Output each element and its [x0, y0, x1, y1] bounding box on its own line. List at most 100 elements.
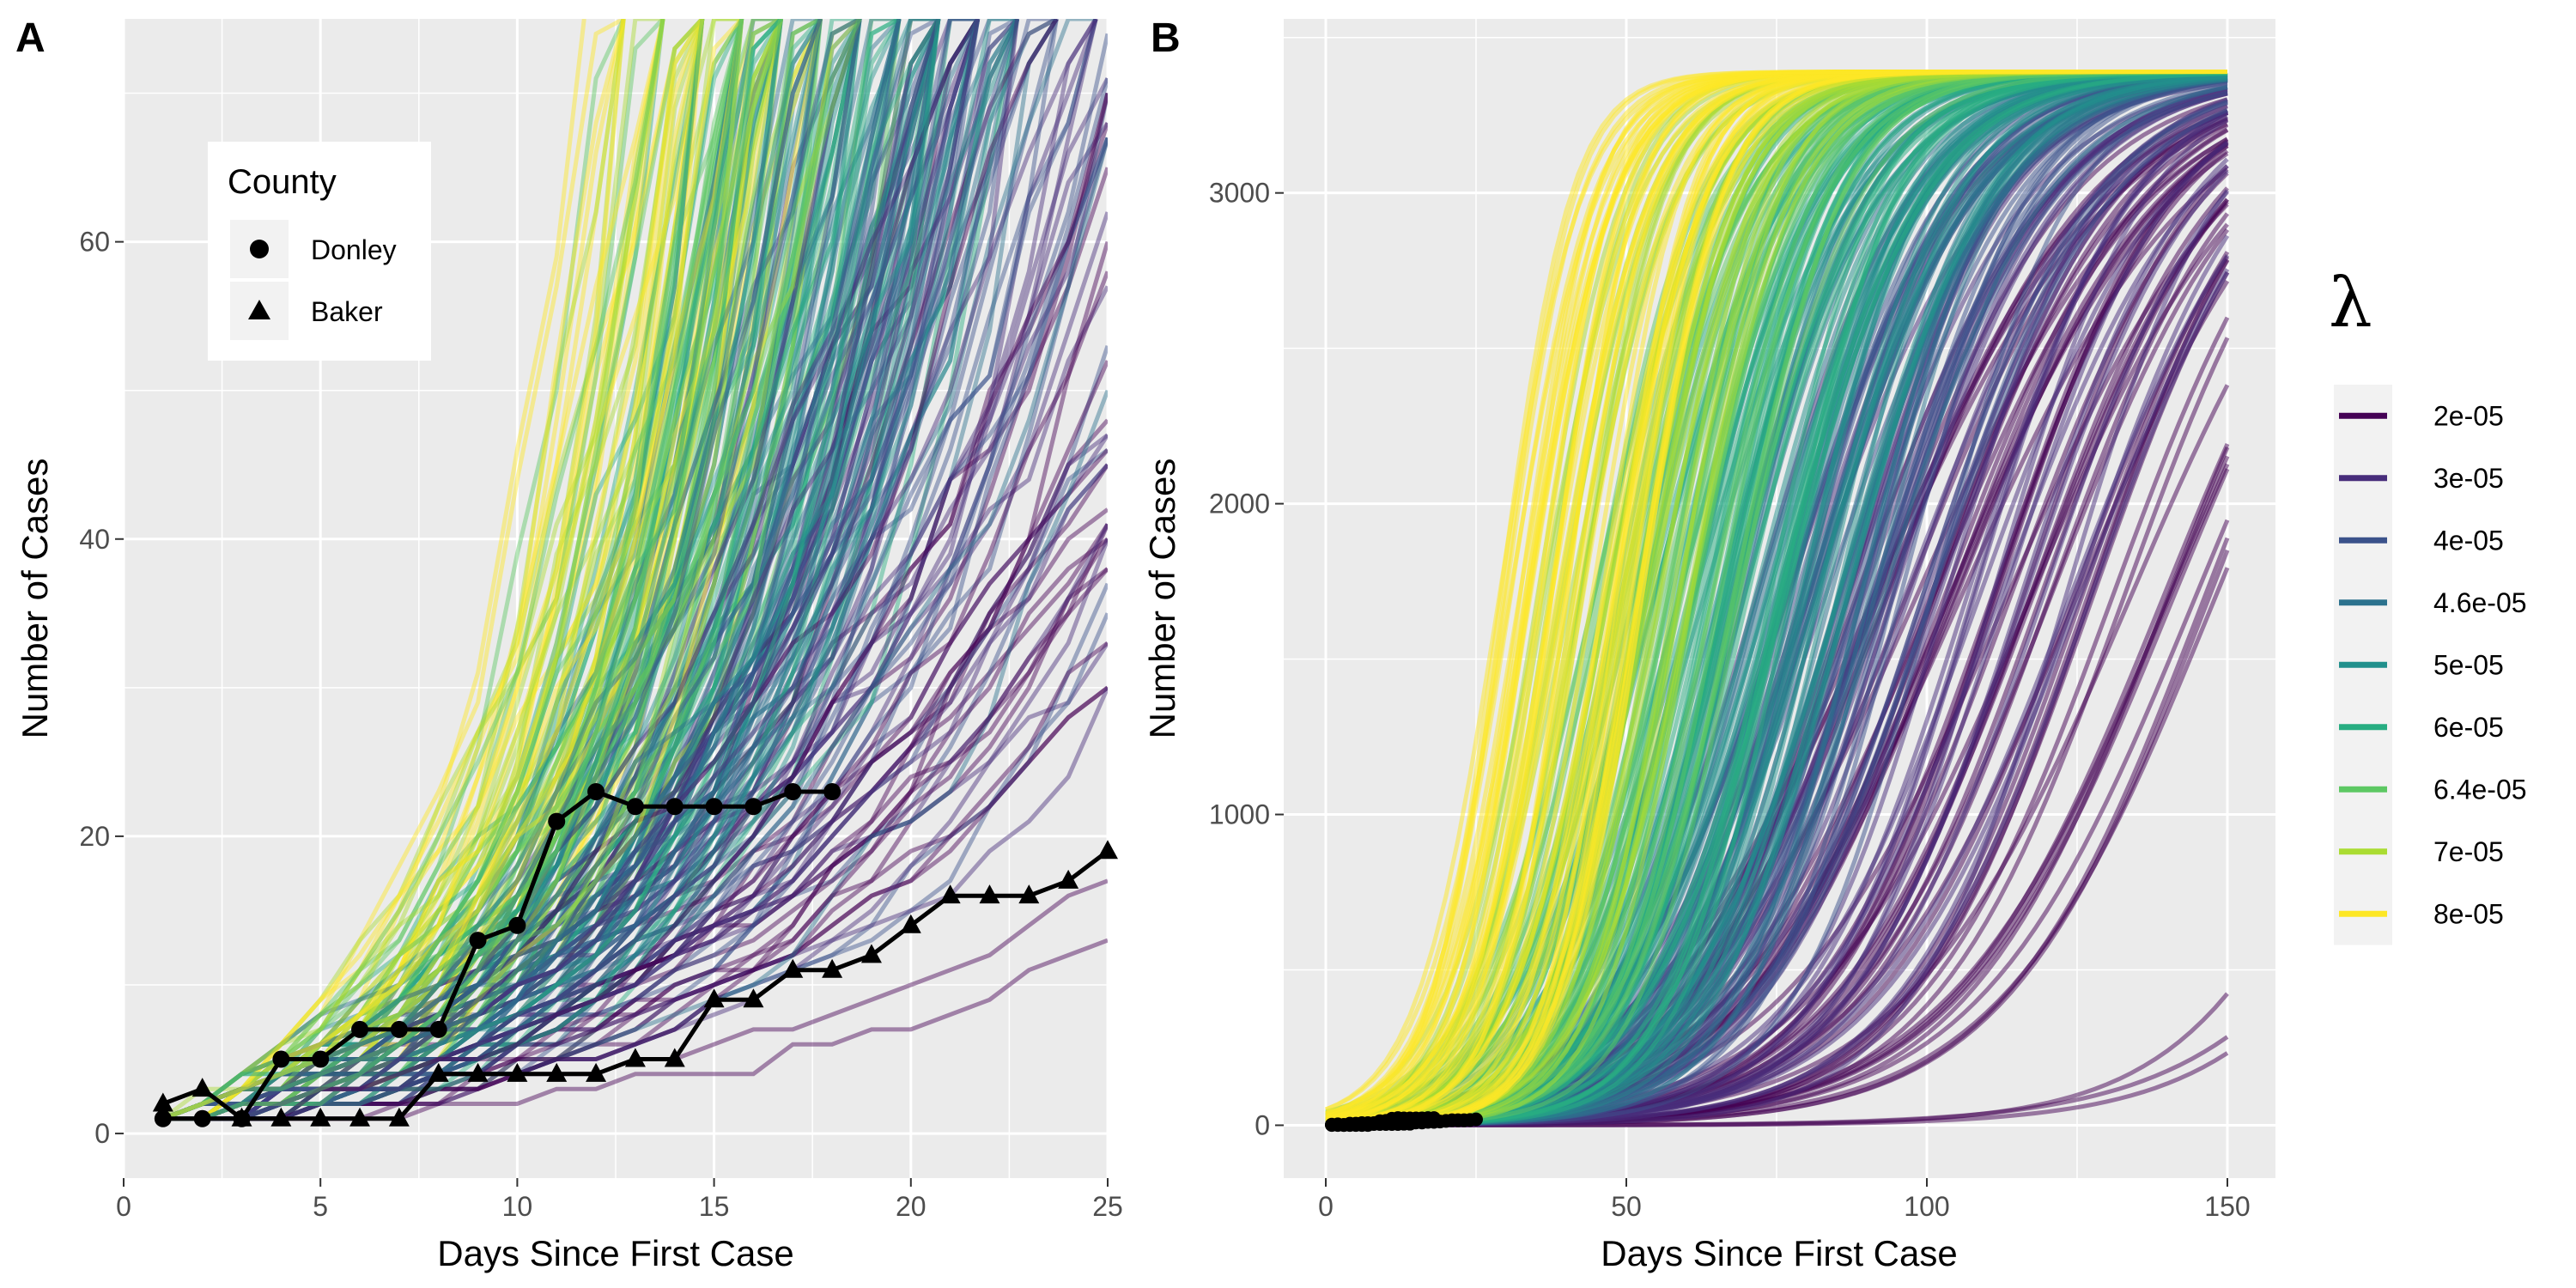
- panel-a-simulation-line: [162, 19, 902, 1121]
- donley-point: [705, 798, 723, 816]
- panel-a-simulation-line: [162, 19, 980, 1121]
- panel-a-simulation-line: [162, 19, 980, 1121]
- panel-a-simulation-line: [161, 19, 978, 1121]
- panel-a-simulation-line: [162, 19, 1098, 1121]
- panel-a-simulation-line: [161, 137, 1108, 1121]
- panel-a-simulation-line: [162, 463, 1108, 1121]
- county-legend-title: County: [228, 163, 337, 201]
- panel-a-simulation-line: [161, 19, 626, 1121]
- panel-a-simulation-line: [162, 447, 1108, 1121]
- panel-a-simulation-line: [162, 19, 822, 1121]
- panel-a-simulation-line: [162, 19, 705, 1121]
- panel-a-simulation-line: [162, 19, 781, 1121]
- panel-a-simulation-line: [162, 19, 862, 1121]
- panel-a-simulation-line: [162, 19, 902, 1121]
- panel-a-simulation-line: [162, 19, 665, 1121]
- baker-point: [231, 1107, 252, 1127]
- panel-a-simulation-line: [161, 19, 1058, 1121]
- panel-a-simulation-line: [162, 612, 1108, 1121]
- panel-a-simulation-line: [162, 19, 823, 1121]
- panel-a-simulation-line: [161, 240, 1108, 1121]
- panel-a-simulation-line: [161, 19, 704, 1121]
- panel-b-y-tick-label: 3000: [1209, 178, 1270, 209]
- panel-a-simulation-line: [162, 19, 783, 1121]
- panel-a-simulation-line: [162, 19, 902, 1121]
- panel-a-simulation-line: [162, 19, 783, 1121]
- panel-a-simulation-line: [162, 19, 862, 1121]
- baker-point: [900, 914, 921, 933]
- panel-a-simulation-line: [162, 19, 941, 1121]
- panel-a-simulation-line: [162, 434, 1108, 1121]
- panel-a-simulation-line: [161, 92, 1108, 1121]
- panel-a-simulation-line: [162, 19, 665, 1121]
- lambda-legend-label: 4e-05: [2433, 525, 2504, 556]
- legend-circle-icon: [250, 240, 269, 258]
- panel-a-simulation-line: [162, 137, 1108, 1121]
- panel-a-simulation-line: [161, 19, 742, 1121]
- panel-a-x-tick-label: 20: [896, 1191, 927, 1222]
- panel-a-simulation-line: [162, 19, 822, 1121]
- panel-a-simulation-line: [162, 19, 781, 1121]
- panel-a-simulation-line: [162, 19, 941, 1121]
- panel-b-y-tick-label: 2000: [1209, 489, 1270, 519]
- panel-a-simulation-line: [162, 19, 823, 1121]
- panel-a-simulation-line: [161, 19, 783, 1121]
- panel-a-simulation-line: [161, 19, 981, 1121]
- panel-a-simulation-line: [162, 19, 939, 1121]
- donley-point: [665, 798, 683, 816]
- baker-point: [546, 1062, 568, 1082]
- panel-a-simulation-line: [162, 19, 902, 1121]
- panel-b-x-tick-label: 150: [2204, 1191, 2250, 1222]
- panel-a-simulation-line: [162, 19, 783, 1121]
- panel-a-simulation-line: [162, 538, 1108, 1121]
- panel-a-simulation-line: [162, 19, 981, 1121]
- legend-label-donley: Donley: [311, 234, 397, 265]
- panel-a-simulation-line: [162, 567, 1108, 1121]
- panel-a-simulation-line: [162, 19, 823, 1121]
- panel-b-observed-points: [1325, 1111, 1483, 1133]
- panel-a-simulation-line: [162, 19, 783, 1121]
- panel-a-y-tick-label: 20: [79, 821, 110, 852]
- panel-a-y-tick-label: 60: [79, 227, 110, 258]
- panel-a-simulation-line: [161, 19, 1020, 1121]
- panel-a-simulation-line: [162, 567, 1108, 1121]
- panel-b-axis-ticks: 0 50 100 150 0 1000 2000 3000: [1209, 178, 2251, 1222]
- panel-a-simulation-line: [162, 19, 704, 1121]
- panel-a-simulation-line: [162, 19, 941, 1121]
- panel-a-x-tick-label: 5: [313, 1191, 328, 1222]
- panel-a-simulation-line: [161, 19, 981, 1121]
- lambda-legend-label: 2e-05: [2433, 400, 2504, 431]
- panel-a-simulation-line: [162, 19, 665, 1121]
- panel-a-simulation-line: [162, 19, 862, 1121]
- panel-a-simulation-line: [162, 19, 823, 1121]
- panel-a-simulation-line: [162, 19, 862, 1121]
- baker-point: [388, 1107, 410, 1127]
- panel-a-simulation-line: [162, 19, 939, 1121]
- lambda-legend-items: 2e-05 3e-05 4e-05 4.6e-05 5e-05 6e-05 6.4e-05 7…: [2334, 385, 2527, 945]
- panel-a-simulation-line: [161, 19, 821, 1121]
- panel-a-simulation-line: [162, 19, 823, 1121]
- panel-a-simulation-line: [162, 19, 899, 1121]
- panel-a-simulation-line: [162, 19, 981, 1121]
- panel-a-simulation-line: [161, 19, 665, 1121]
- panel-a-simulation-line: [162, 33, 1108, 1121]
- panel-a-simulation-line: [162, 19, 862, 1121]
- panel-a-simulation-line: [161, 19, 783, 1121]
- panel-a-simulation-line: [161, 19, 1098, 1121]
- county-legend: County Donley Baker: [208, 142, 431, 361]
- panel-a-simulation-line: [162, 19, 663, 1121]
- baker-point: [782, 958, 804, 978]
- panel-a-simulation-line: [162, 19, 941, 1121]
- panel-a-simulation-line: [162, 19, 941, 1121]
- panel-a-simulation-line: [162, 19, 862, 1121]
- panel-a-simulation-line: [162, 19, 861, 1121]
- panel-a-simulation-line: [162, 19, 939, 1121]
- panel-a-simulation-line: [162, 537, 1108, 1121]
- panel-a-simulation-line: [161, 19, 1019, 1121]
- donley-point: [823, 783, 841, 800]
- panel-a-simulation-line: [162, 19, 1018, 1121]
- panel-a-simulation-line: [162, 19, 823, 1121]
- panel-a-simulation-line: [162, 19, 783, 1121]
